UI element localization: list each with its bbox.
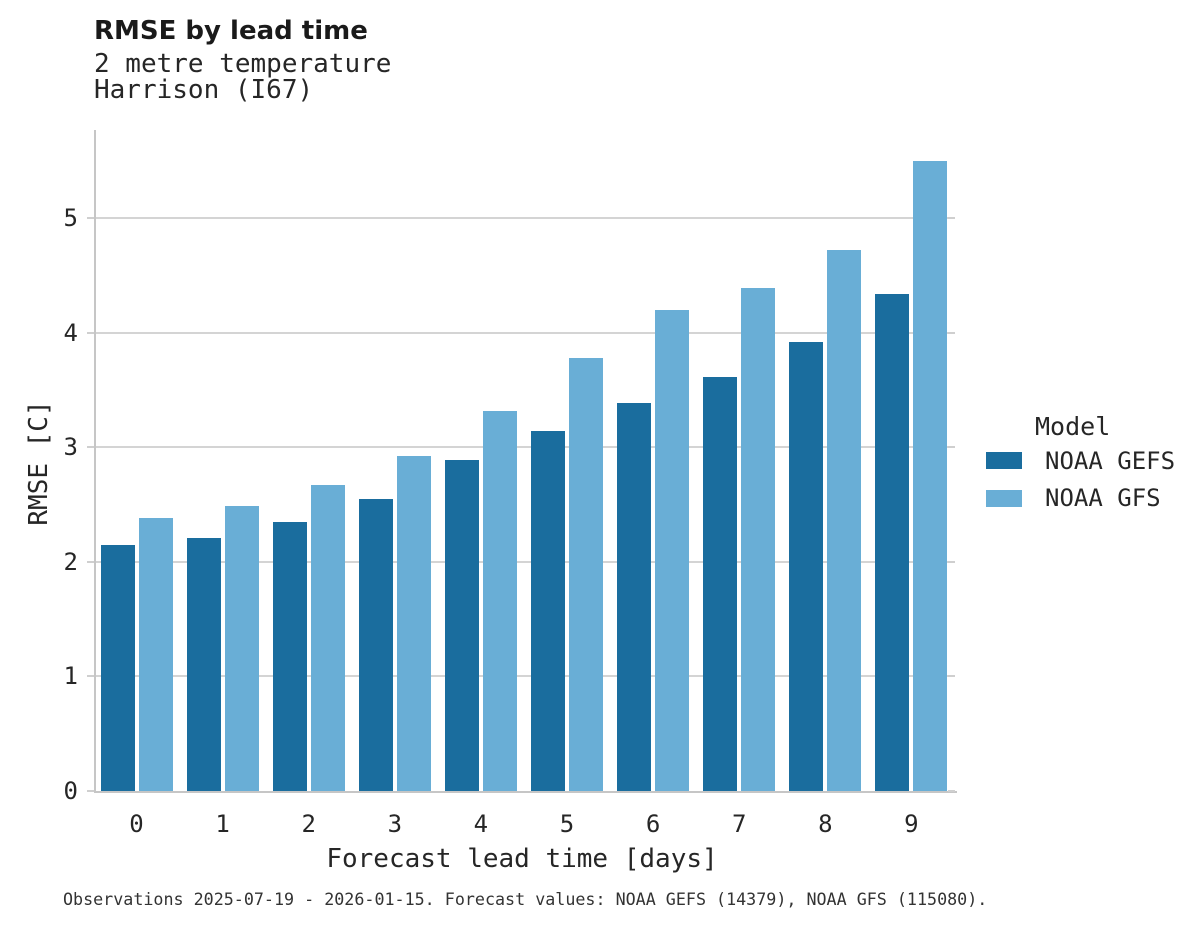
y-tick-left-3 bbox=[87, 446, 94, 449]
bar-gfs-0 bbox=[138, 518, 173, 791]
legend-label-gefs: NOAA GEFS bbox=[1045, 447, 1176, 475]
bar-gfs-6 bbox=[655, 309, 690, 791]
y-tick-right-5 bbox=[948, 217, 955, 219]
x-tick-label-5: 5 bbox=[559, 810, 575, 838]
bar-gefs-0 bbox=[100, 544, 135, 791]
x-tick-label-7: 7 bbox=[731, 810, 747, 838]
subtitle-station: Harrison (I67) bbox=[94, 75, 314, 105]
y-tick-left-0 bbox=[87, 790, 94, 792]
bar-gefs-1 bbox=[186, 537, 221, 791]
bar-gfs-7 bbox=[741, 287, 776, 791]
y-tick-left-2 bbox=[87, 560, 94, 563]
x-tick-label-1: 1 bbox=[215, 810, 230, 838]
x-tick-label-3: 3 bbox=[387, 810, 403, 838]
gridline-5 bbox=[96, 217, 948, 220]
gridline-1 bbox=[96, 675, 948, 678]
bar-gfs-9 bbox=[913, 160, 948, 791]
bar-gefs-8 bbox=[789, 341, 824, 791]
x-axis-spine bbox=[94, 791, 957, 793]
gridline-3 bbox=[96, 446, 948, 449]
y-axis-spine bbox=[94, 130, 96, 793]
footer-caption: Observations 2025-07-19 - 2026-01-15. Fo… bbox=[63, 889, 988, 909]
legend-swatch-gefs bbox=[986, 452, 1022, 469]
x-tick-label-0: 0 bbox=[129, 810, 144, 838]
bar-gefs-3 bbox=[358, 498, 393, 791]
y-tick-label-2: 2 bbox=[63, 547, 78, 576]
y-tick-right-4 bbox=[948, 331, 955, 334]
bar-gefs-9 bbox=[875, 293, 910, 791]
x-tick-label-9: 9 bbox=[904, 810, 919, 838]
y-axis-label: RMSE [C] bbox=[24, 400, 54, 526]
legend-label-gfs: NOAA GFS bbox=[1045, 484, 1161, 512]
bar-gfs-1 bbox=[224, 505, 259, 791]
bar-gefs-2 bbox=[272, 521, 307, 791]
y-tick-left-4 bbox=[87, 331, 94, 334]
bar-gefs-7 bbox=[703, 377, 738, 791]
bar-gfs-2 bbox=[310, 485, 345, 791]
y-tick-left-5 bbox=[87, 217, 94, 219]
x-axis-label: Forecast lead time [days] bbox=[326, 844, 718, 874]
x-tick-label-4: 4 bbox=[473, 810, 489, 838]
x-tick-label-6: 6 bbox=[645, 810, 661, 838]
y-tick-label-4: 4 bbox=[63, 318, 78, 347]
y-tick-left-1 bbox=[87, 675, 94, 678]
gridline-4 bbox=[96, 331, 948, 334]
x-tick-label-2: 2 bbox=[301, 810, 316, 838]
bar-gefs-4 bbox=[444, 459, 479, 791]
y-tick-label-5: 5 bbox=[63, 204, 78, 232]
gridline-2 bbox=[96, 560, 948, 563]
plot-area bbox=[96, 130, 948, 791]
bar-gfs-5 bbox=[569, 357, 603, 791]
y-tick-right-3 bbox=[948, 446, 955, 449]
y-tick-label-0: 0 bbox=[63, 777, 78, 805]
bar-gfs-3 bbox=[396, 456, 431, 791]
y-tick-label-1: 1 bbox=[63, 662, 78, 691]
chart-subtitle: 2 metre temperature Harrison (I67) bbox=[94, 51, 391, 103]
y-tick-right-1 bbox=[948, 675, 955, 678]
y-tick-right-0 bbox=[948, 790, 955, 792]
x-tick-label-8: 8 bbox=[818, 810, 833, 838]
y-tick-right-2 bbox=[948, 560, 955, 563]
bar-gefs-6 bbox=[617, 402, 652, 791]
chart-title: RMSE by lead time bbox=[94, 16, 368, 46]
y-tick-label-3: 3 bbox=[63, 433, 78, 462]
legend-swatch-gfs bbox=[986, 490, 1022, 507]
bar-gefs-5 bbox=[531, 431, 565, 791]
subtitle-variable: 2 metre temperature bbox=[94, 49, 392, 79]
bar-gfs-4 bbox=[482, 410, 517, 791]
bar-gfs-8 bbox=[827, 250, 862, 791]
legend-title: Model bbox=[1035, 412, 1111, 441]
